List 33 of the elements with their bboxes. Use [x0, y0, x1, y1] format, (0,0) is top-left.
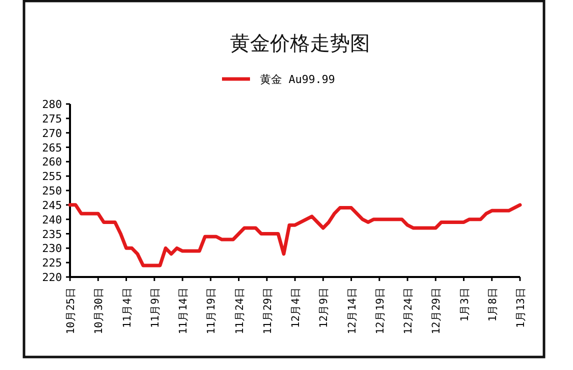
legend-label: 黄金 Au99.99 — [260, 73, 335, 86]
x-tick-label: 1月8日 — [486, 287, 499, 322]
x-tick-label: 1月13日 — [515, 287, 527, 328]
x-tick-label: 10月30日 — [93, 287, 106, 334]
y-tick-label: 235 — [42, 228, 62, 241]
line-series — [68, 203, 522, 268]
y-tick-label: 255 — [42, 170, 62, 184]
x-tick-label: 12月14日 — [346, 287, 358, 334]
y-tick-label: 225 — [42, 256, 62, 270]
x-tick-label: 11月29日 — [262, 287, 274, 334]
y-tick-label: 265 — [42, 141, 62, 154]
x-tick-label: 11月19日 — [206, 287, 218, 334]
y-tick-label: 270 — [42, 126, 62, 140]
x-tick-label: 11月4日 — [121, 287, 134, 328]
x-tick-label: 12月9日 — [318, 287, 330, 328]
x-tick-label: 1月3日 — [458, 287, 471, 322]
y-tick-label: 250 — [42, 184, 62, 198]
chart-title: 黄金价格走势图 — [230, 31, 370, 55]
y-tick-label: 245 — [42, 198, 62, 212]
y-tick-label: 260 — [42, 156, 62, 169]
y-tick-label: 240 — [42, 213, 62, 226]
y-tick-label: 230 — [42, 242, 62, 256]
x-tick-label: 12月19日 — [374, 287, 386, 334]
y-tick-label: 275 — [42, 112, 62, 126]
x-tick-label: 11月9日 — [149, 287, 162, 328]
x-tick-label: 12月4日 — [290, 287, 302, 328]
x-tick-label: 12月24日 — [402, 287, 414, 334]
y-tick-label: 280 — [42, 98, 62, 111]
x-tick-label: 12月29日 — [430, 287, 443, 334]
x-tick-label: 10月25日 — [65, 287, 77, 334]
y-tick-label: 220 — [42, 271, 62, 284]
x-tick-label: 11月24日 — [234, 287, 246, 334]
x-tick-label: 11月14日 — [178, 287, 190, 334]
